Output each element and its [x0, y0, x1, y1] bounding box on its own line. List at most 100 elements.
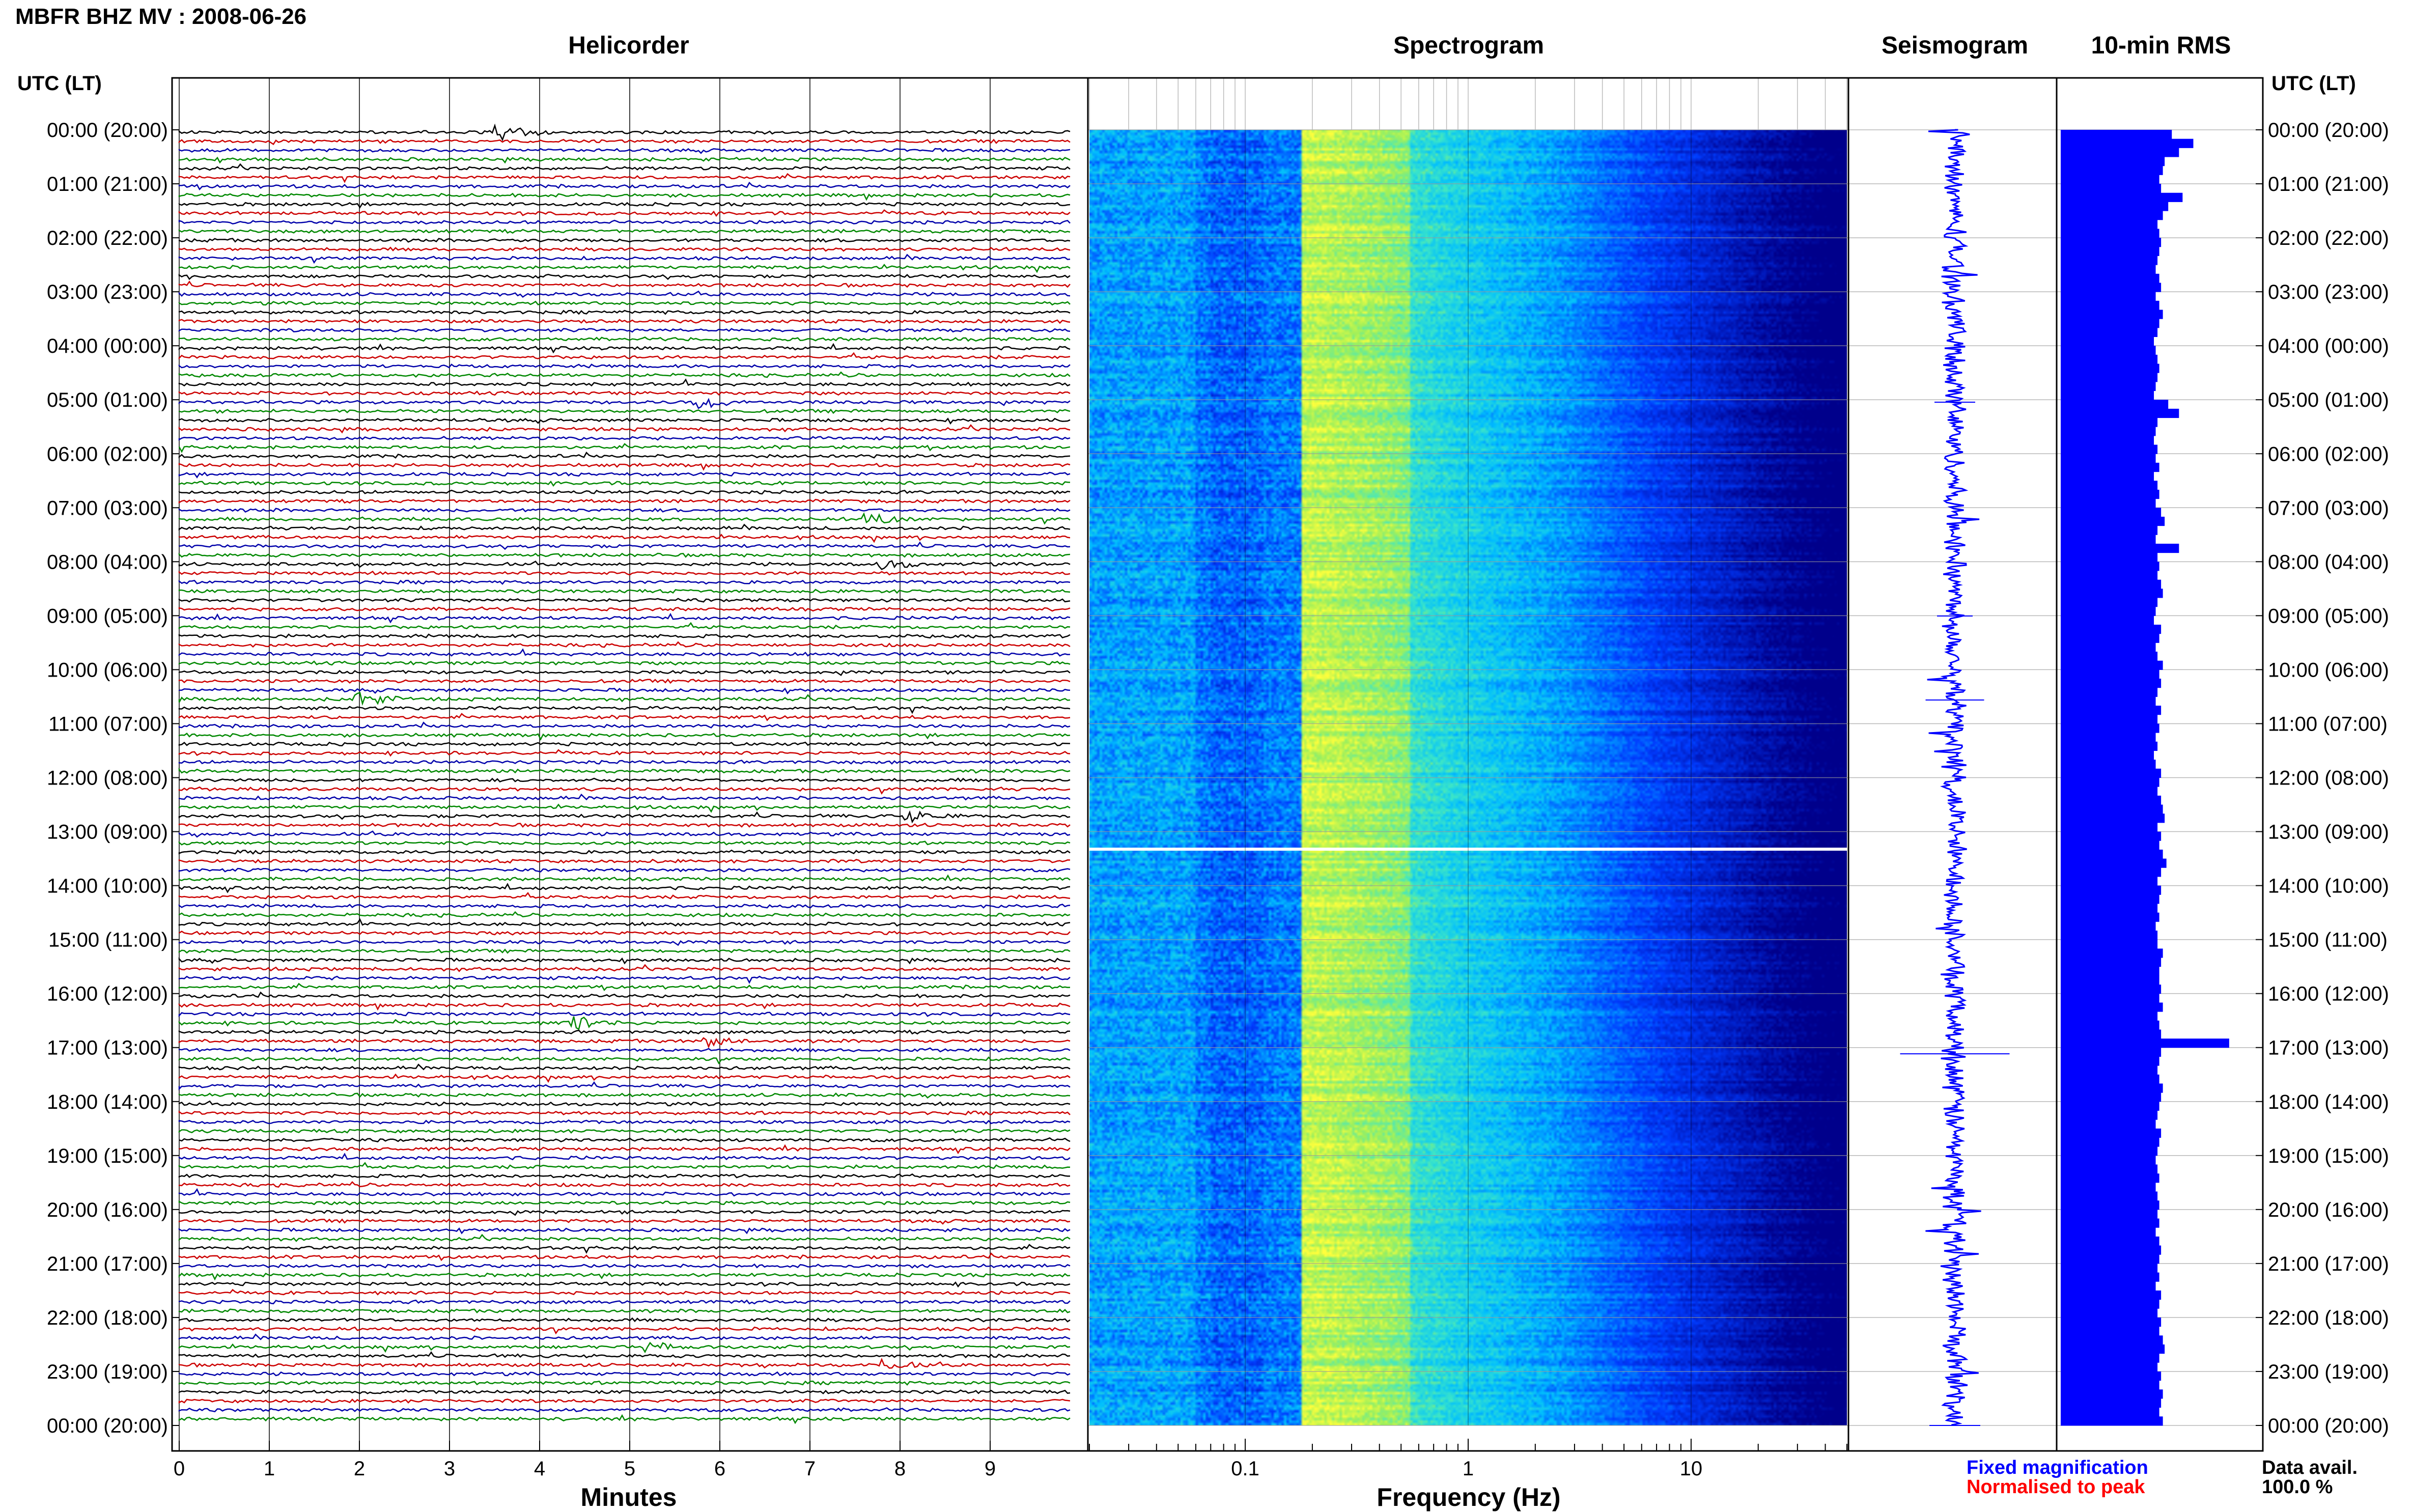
helicorder-trace [178, 1244, 1071, 1254]
rms-bar [2061, 202, 2169, 211]
rms-bar [2061, 1308, 2158, 1318]
helicorder-trace [178, 911, 1071, 918]
helicorder-trace [178, 390, 1071, 396]
helicorder-trace [178, 1317, 1071, 1323]
helicorder-trace [178, 903, 1071, 909]
helicorder-trace [178, 918, 1071, 927]
helicorder-trace [178, 1162, 1071, 1169]
utc-label-right: 13:00 (09:00) [2268, 821, 2389, 844]
rms-bar [2061, 841, 2159, 850]
helicorder-trace [178, 786, 1071, 795]
rms-bar [2061, 579, 2162, 589]
utc-label-left: 18:00 (14:00) [47, 1091, 168, 1113]
helicorder-trace [178, 841, 1071, 846]
rms-bar [2061, 1029, 2162, 1039]
helicorder-trace [178, 975, 1071, 984]
helicorder-trace [178, 163, 1071, 171]
rms-bar [2061, 867, 2162, 877]
rms-bar [2061, 1344, 2165, 1354]
helicorder-trace [179, 1137, 1071, 1143]
rms-bar [2061, 1020, 2159, 1030]
rms-bar [2061, 939, 2158, 949]
utc-label-right: 09:00 (05:00) [2268, 605, 2389, 627]
rms-bar [2061, 373, 2158, 382]
helicorder-trace [178, 148, 1071, 154]
helicorder-tick-label: 1 [264, 1458, 275, 1480]
rms-bar [2061, 471, 2154, 481]
helicorder-trace [178, 1056, 1071, 1065]
helicorder-trace [178, 398, 1071, 409]
rms-bar [2061, 760, 2156, 769]
helicorder-trace [178, 983, 1071, 991]
helicorder-trace [178, 290, 1071, 298]
rms-bar [2061, 1227, 2156, 1237]
rms-bar [2061, 1317, 2162, 1327]
helicorder-trace [178, 793, 1071, 801]
helicorder-trace [178, 721, 1071, 729]
helicorder-trace [178, 352, 1071, 360]
rms-bar [2061, 165, 2163, 175]
helicorder-trace [178, 1181, 1071, 1188]
rms-bar [2061, 1281, 2156, 1291]
helicorder-trace [178, 310, 1071, 315]
helicorder-trace [178, 138, 1071, 146]
helicorder-trace [178, 1389, 1071, 1395]
rms-bar [2061, 777, 2159, 787]
helicorder-trace [178, 830, 1071, 838]
helicorder-trace [178, 300, 1071, 306]
utc-label-right: 20:00 (16:00) [2268, 1199, 2389, 1221]
rms-bar [2061, 814, 2165, 823]
utc-label-left: 21:00 (17:00) [47, 1253, 168, 1275]
helicorder-trace [178, 1358, 1071, 1369]
rms-bar [2061, 1012, 2158, 1021]
utc-label-right: 22:00 (18:00) [2268, 1307, 2389, 1329]
rms-bar [2061, 642, 2156, 652]
rms-bar [2061, 723, 2159, 733]
utc-label-right: 12:00 (08:00) [2268, 767, 2389, 790]
rms-bar [2061, 543, 2179, 553]
helicorder-trace [178, 732, 1071, 741]
helicorder-trace [178, 598, 1071, 603]
utc-label-right: 15:00 (11:00) [2268, 929, 2388, 951]
rms-bar [2061, 327, 2158, 337]
helicorder-trace [178, 1092, 1071, 1099]
rms-bar [2061, 390, 2154, 400]
rms-bar [2061, 768, 2162, 778]
helicorder-trace [178, 749, 1071, 757]
utc-label-right: 00:00 (20:00) [2268, 119, 2389, 142]
rms-bar [2061, 211, 2163, 220]
helicorder-tick-label: 8 [894, 1458, 906, 1480]
utc-label-left: 00:00 (20:00) [47, 119, 168, 142]
helicorder-title: Helicorder [568, 32, 689, 59]
rms-bar [2061, 598, 2158, 607]
utc-label-left: 23:00 (19:00) [47, 1361, 168, 1383]
helicorder-trace [178, 1289, 1071, 1296]
rms-bar [2061, 1335, 2163, 1345]
rms-bar [2061, 435, 2154, 445]
utc-label-right: 06:00 (02:00) [2268, 443, 2389, 465]
rms-bar [2061, 687, 2158, 697]
helicorder-trace [178, 1380, 1071, 1386]
rms-bar [2061, 1074, 2159, 1084]
helicorder-trace [178, 560, 1071, 570]
helicorder-tick-label: 0 [174, 1458, 185, 1480]
rms-bar [2061, 535, 2156, 544]
rms-bar [2061, 652, 2158, 661]
utc-label-left: 22:00 (18:00) [47, 1307, 168, 1329]
utc-label-left: 00:00 (20:00) [47, 1415, 168, 1437]
helicorder-trace [178, 229, 1071, 234]
rms-bar [2061, 930, 2158, 940]
rms-bar [2061, 1218, 2159, 1228]
rms-bar [2061, 130, 2172, 139]
utc-label-right: 18:00 (14:00) [2268, 1091, 2389, 1113]
spectrogram-title: Spectrogram [1393, 32, 1545, 59]
utc-label-left: 10:00 (06:00) [47, 659, 168, 681]
rms-bar [2061, 615, 2154, 625]
helicorder-trace [178, 1047, 1071, 1053]
utc-label-left: 16:00 (12:00) [47, 983, 168, 1005]
rms-bar [2061, 1353, 2159, 1363]
utc-label-right: 23:00 (19:00) [2268, 1361, 2389, 1383]
utc-label-left: 01:00 (21:00) [47, 173, 168, 195]
helicorder-trace [178, 570, 1071, 576]
